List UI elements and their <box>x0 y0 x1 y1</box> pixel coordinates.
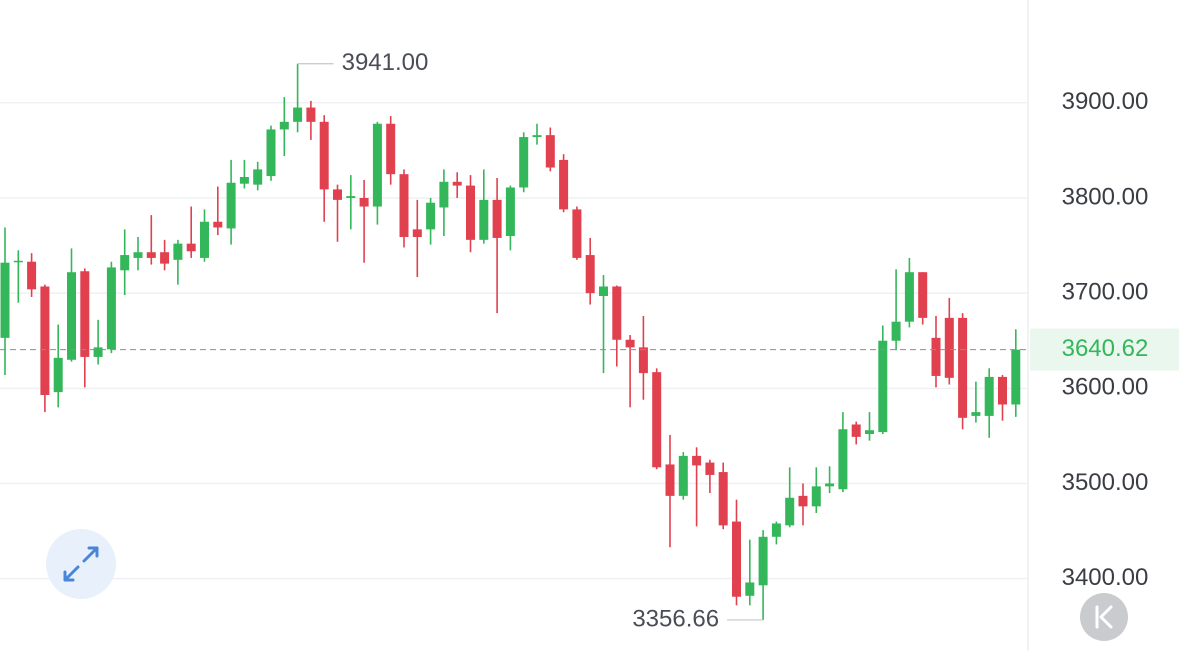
candle-body <box>133 252 143 258</box>
candle-body <box>811 486 821 507</box>
candle-body <box>878 340 888 433</box>
candle-body <box>452 181 462 186</box>
candle-body <box>638 347 648 374</box>
candle-body <box>346 196 356 198</box>
candle-body <box>918 272 928 318</box>
candle-body <box>851 424 861 437</box>
candle-body <box>625 339 635 348</box>
candle-body <box>692 455 702 466</box>
candle-body <box>891 321 901 341</box>
candle-body <box>519 137 529 188</box>
y-tick-label: 3500.00 <box>1062 469 1149 496</box>
candle-body <box>93 347 103 357</box>
candle-body <box>971 412 981 416</box>
candle-body <box>559 159 569 210</box>
labels: 3400.00 3500.00 3600.00 3700.00 3800.00 3900.… <box>0 49 1179 632</box>
candle-body <box>665 464 675 496</box>
candle-body <box>279 121 289 130</box>
candle-body <box>944 317 954 378</box>
candle-body <box>1011 349 1021 405</box>
last-price-label: 3640.62 <box>1062 335 1149 362</box>
scroll-start-bg[interactable] <box>1080 593 1128 641</box>
candle-body <box>200 221 209 258</box>
y-tick-label: 3400.00 <box>1062 564 1149 591</box>
candle-body <box>732 521 741 597</box>
candle-body <box>612 286 622 340</box>
candle-body <box>466 185 475 240</box>
candle-body <box>186 243 196 252</box>
candle-body <box>705 462 715 475</box>
candle-body <box>798 495 808 507</box>
candle-body <box>399 174 409 237</box>
candle-body <box>599 286 608 296</box>
candle-body <box>293 107 303 122</box>
candle-body <box>838 429 848 490</box>
expand-icon[interactable] <box>63 546 99 582</box>
scroll-start-icon[interactable] <box>1095 605 1113 629</box>
candle-body <box>386 123 396 175</box>
candle-body <box>106 267 116 350</box>
candle-body <box>545 135 555 168</box>
min-label: 3356.66 <box>632 605 719 632</box>
candle-body <box>372 123 382 207</box>
y-tick-label: 3900.00 <box>1062 88 1149 115</box>
candle-body <box>0 262 10 338</box>
candle-body <box>359 197 369 207</box>
candle-body <box>865 430 874 434</box>
candles <box>0 63 1021 620</box>
y-tick-label: 3800.00 <box>1062 183 1149 210</box>
expand-button-bg[interactable] <box>46 529 116 599</box>
candle-body <box>80 271 90 357</box>
candle-body <box>492 199 502 238</box>
candle-body <box>173 243 183 260</box>
candle-body <box>998 376 1007 405</box>
candle-body <box>572 209 582 258</box>
y-tick-label: 3600.00 <box>1062 374 1149 401</box>
candle-body <box>585 255 595 294</box>
max-label: 3941.00 <box>342 49 429 76</box>
candle-body <box>505 187 515 237</box>
candle-body <box>532 135 542 138</box>
candle-body <box>931 337 941 376</box>
candle-body <box>412 229 422 237</box>
candle-body <box>771 523 781 537</box>
candle-body <box>718 472 728 526</box>
candle-body <box>785 497 795 526</box>
candle-body <box>958 317 968 418</box>
candle-body <box>306 107 316 122</box>
candle-body <box>213 221 223 228</box>
candle-body <box>266 129 276 177</box>
candle-body <box>40 286 50 395</box>
candle-body <box>146 252 156 258</box>
candle-body <box>904 272 914 322</box>
scroll-start-button[interactable] <box>1080 593 1128 641</box>
candle-body <box>333 189 342 200</box>
candle-body <box>652 372 662 468</box>
candle-body <box>160 252 170 264</box>
candle-body <box>67 272 76 360</box>
candle-body <box>758 536 768 586</box>
candle-body <box>239 177 249 184</box>
candle-body <box>226 182 236 229</box>
candle-body <box>253 169 263 185</box>
candle-body <box>479 199 489 240</box>
candle-body <box>27 261 37 290</box>
candle-body <box>426 202 436 230</box>
candle-body <box>984 376 994 416</box>
candle-body <box>745 582 755 596</box>
candle-body <box>53 357 63 393</box>
candle-body <box>319 121 329 190</box>
candle-body <box>120 255 130 271</box>
candle-body <box>13 260 23 263</box>
candle-body <box>678 455 688 496</box>
expand-button[interactable] <box>46 529 116 599</box>
last-price-bg <box>1030 328 1179 371</box>
y-tick-label: 3700.00 <box>1062 278 1149 305</box>
candle-body <box>825 483 835 487</box>
candle-body <box>439 181 449 208</box>
